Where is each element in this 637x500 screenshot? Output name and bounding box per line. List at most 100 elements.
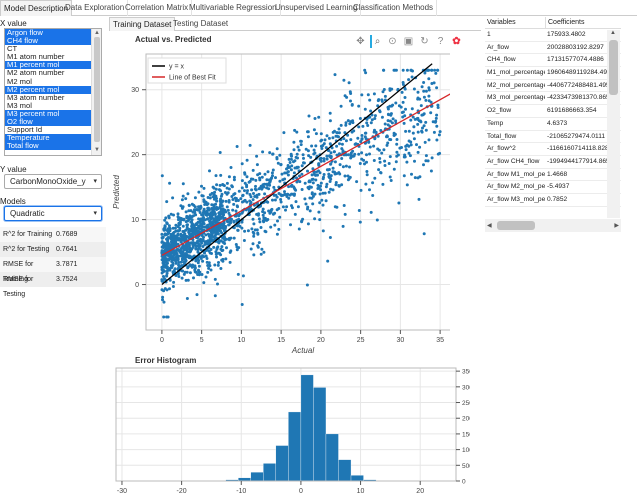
scatter-plot[interactable]: 0 5 10 15 20 25 30 35 0 10 20 30 y = x Line of Best … [110, 46, 450, 356]
table-row[interactable]: Temp 4.6373 [485, 118, 621, 131]
scrollbar-thumb[interactable] [497, 221, 535, 230]
scatter-point [209, 214, 213, 218]
scatter-point [422, 124, 426, 128]
scroll-left-icon[interactable]: ◀ [487, 223, 492, 229]
y-value-select[interactable]: CarbonMonoOxide_y ▾ [4, 174, 102, 189]
scatter-point [344, 139, 348, 143]
x-option[interactable]: CH4 flow [5, 36, 101, 46]
tab-testing-dataset[interactable]: Testing Dataset [173, 19, 229, 28]
scroll-up-icon[interactable]: ▲ [94, 30, 100, 36]
scatter-point [225, 186, 229, 190]
scatter-point [411, 115, 415, 119]
y-tick-label: 10 [131, 217, 139, 224]
scroll-right-icon[interactable]: ▶ [614, 223, 619, 229]
table-row[interactable]: Ar_flow M2_mol_percentage-5.4937 [485, 181, 621, 194]
models-select[interactable]: Quadratic ▾ [4, 206, 102, 221]
scrollbar-thumb[interactable] [609, 40, 618, 95]
column-header-coefficients[interactable]: Coefficients [545, 17, 608, 28]
table-row[interactable]: O2_flow 6191686663.354 [485, 105, 621, 118]
reset-icon[interactable]: ↻ [420, 36, 429, 47]
wheel-zoom-icon[interactable]: ⊙ [388, 36, 397, 47]
scatter-point [228, 260, 232, 264]
x-option[interactable]: M3 mol [7, 100, 32, 110]
scatter-point [271, 212, 275, 216]
table-row[interactable]: Ar_flow 20028803192.8297 [485, 42, 621, 55]
scatter-point [192, 276, 195, 280]
x-option[interactable]: M3 percent mol [5, 109, 101, 119]
table-row[interactable]: M3_mol_percentage -4233473981370.865 [485, 92, 621, 106]
scatter-point [160, 232, 164, 236]
column-header-variables[interactable]: Variables [487, 19, 516, 26]
table-row[interactable]: Ar_flow CH4_flow -1994944177914.865 [485, 156, 621, 169]
tab-correlation-matrix[interactable]: Correlation Matrix [122, 0, 193, 16]
variable-cell: Temp [487, 119, 504, 127]
plot-toolbar: ✥ ⌕ ⊙ ▣ ↻ ? ✿ [354, 35, 463, 49]
scatter-point [194, 231, 198, 235]
coefficients-table[interactable]: Variables Coefficients 1 175933.4802 Ar_fl… [485, 17, 621, 232]
tab-multivariable-regression[interactable]: Multivariable Regression [186, 0, 281, 16]
x-option[interactable]: M3 atom number [7, 92, 65, 102]
scatter-point [368, 115, 372, 119]
x-option[interactable]: M2 percent mol [5, 85, 101, 94]
scatter-point [322, 159, 326, 163]
tab-model-description[interactable]: Model Description [0, 0, 73, 16]
x-option[interactable]: M2 atom number [7, 68, 65, 78]
error-histogram[interactable]: -30 -20 -10 0 10 20 0 500 1000 1500 2000 2500 3000 35… [110, 364, 470, 499]
save-icon[interactable]: ▣ [403, 36, 414, 47]
scatter-point [255, 228, 259, 232]
scroll-up-icon[interactable]: ▲ [610, 30, 616, 36]
x-value-listbox[interactable]: Argon flow CH4 flow CT M1 atom number M1 per… [4, 28, 102, 156]
table-row[interactable]: M1_mol_percentage 19606489119284.4983 [485, 67, 621, 80]
tab-classification-methods[interactable]: Classification Methods [350, 0, 438, 16]
table-horizontal-scrollbar[interactable]: ◀ ▶ [485, 219, 621, 232]
x-option[interactable]: M2 mol [7, 76, 32, 86]
scrollbar-thumb[interactable] [94, 37, 100, 142]
table-row[interactable]: Total_flow -21065279474.0111 [485, 131, 621, 144]
listbox-scrollbar[interactable]: ▲ ▼ [91, 29, 101, 155]
scatter-point [292, 148, 296, 152]
scatter-point [358, 117, 362, 120]
scatter-point [335, 153, 339, 157]
scatter-point [184, 248, 188, 251]
scatter-point [245, 158, 249, 162]
scatter-point [286, 173, 290, 177]
x-option[interactable]: Argon flow [5, 29, 101, 38]
tab-unsupervised-learning[interactable]: Unsupervised Learning [272, 0, 362, 16]
x-option[interactable]: M1 percent mol [5, 61, 101, 70]
scatter-point [262, 182, 266, 186]
x-option[interactable]: O2 flow [5, 117, 101, 127]
x-option[interactable]: Support Id [7, 125, 43, 135]
scatter-point [277, 227, 281, 231]
scatter-point [436, 68, 440, 72]
table-row[interactable]: 1 175933.4802 [485, 29, 621, 42]
table-row[interactable]: CH4_flow 17131577074.4886 [485, 54, 621, 68]
scatter-point [411, 131, 415, 135]
histogram-bar [250, 472, 264, 482]
scatter-point [376, 104, 380, 108]
scatter-point [331, 170, 335, 174]
tab-data-exploration[interactable]: Data Exploration [62, 0, 129, 16]
scatter-point [251, 242, 255, 246]
tab-training-dataset[interactable]: Training Dataset [109, 17, 176, 31]
x-option[interactable]: Total flow [5, 142, 101, 151]
scatter-point [227, 199, 231, 202]
bokeh-logo-icon[interactable]: ✿ [452, 36, 461, 47]
x-option[interactable]: Temperature [5, 134, 101, 143]
box-zoom-icon[interactable]: ⌕ [370, 35, 383, 48]
table-row[interactable]: M2_mol_percentage -4406772488481.495 [485, 80, 621, 93]
help-icon[interactable]: ? [437, 36, 444, 47]
scatter-point [172, 280, 176, 284]
scroll-down-icon[interactable]: ▼ [94, 147, 100, 153]
scatter-point [424, 98, 428, 102]
table-row[interactable]: Ar_flow M3_mol_percentage0.7852 [485, 194, 621, 207]
coefficient-cell: -21065279474.0111 [547, 132, 606, 140]
scatter-point [280, 194, 284, 198]
x-option[interactable]: M1 atom number [7, 52, 65, 62]
pan-icon[interactable]: ✥ [356, 36, 365, 47]
scatter-point [346, 119, 350, 123]
table-row[interactable]: Ar_flow^2 -1166160714118.8284 [485, 143, 621, 156]
table-vertical-scrollbar[interactable]: ▲ [607, 30, 620, 218]
x-option[interactable]: CT [7, 44, 18, 54]
main-tab-bar: Model Description Data Exploration Corre… [0, 0, 637, 16]
